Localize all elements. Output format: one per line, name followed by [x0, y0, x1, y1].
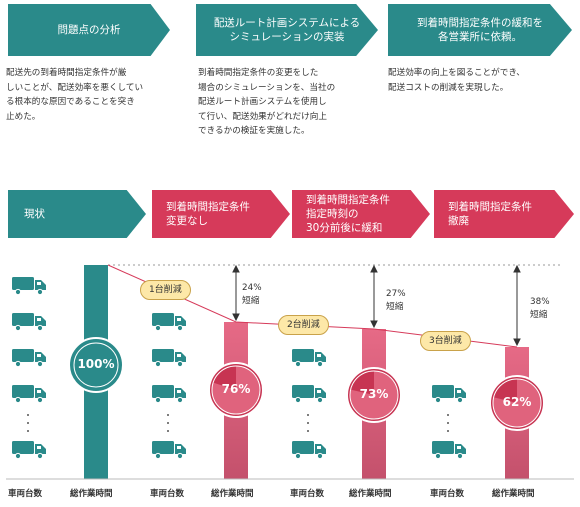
step-request-title: 到着時間指定条件の緩和を 各営業所に依頼。: [417, 17, 543, 43]
circle-relaxed: [346, 367, 402, 423]
percent-relaxed: 73%: [359, 387, 389, 401]
step-request-desc: 配送効率の向上を図ることができ、 配送コストの削減を実現した。: [388, 68, 525, 93]
vehicle-reduction-badge: 3台削減: [420, 331, 471, 351]
step-simulation-arrow: 配送ルート計画システムによる シミュレーションの実装: [196, 4, 378, 56]
percent-abolished: 62%: [502, 395, 532, 409]
percent-current: 100%: [77, 357, 115, 371]
truck-icon: [431, 384, 467, 460]
vehicle-reduction-badge: 2台削減: [278, 315, 329, 335]
shortening-label: 27% 短縮: [386, 289, 406, 312]
axis-vehicles-label: 車両台数: [150, 489, 185, 499]
scenario-unchanged-label: 到着時間指定条件 変更なし: [166, 201, 250, 227]
axis-worktime-label: 総作業時間: [492, 489, 535, 499]
scenario-abolished-label: 到着時間指定条件 撤廃: [448, 201, 532, 227]
axis-worktime-label: 総作業時間: [349, 489, 392, 499]
scenario-relaxed-label: 到着時間指定条件 指定時刻の 30分前後に緩和: [306, 194, 390, 234]
step-analysis-arrow: 問題点の分析: [8, 4, 170, 56]
scenario-abolished-arrow: 到着時間指定条件 撤廃: [434, 190, 574, 238]
axis-vehicles-label: 車両台数: [8, 489, 43, 499]
step-analysis-desc: 配送先の到着時間指定条件が厳 しいことが、配送効率を悪くしてい る根本的な原因で…: [6, 68, 144, 122]
circle-abolished: [489, 375, 545, 431]
axis-vehicles-label: 車両台数: [430, 489, 465, 499]
axis-vehicles-label: 車両台数: [290, 489, 325, 499]
step-analysis-title: 問題点の分析: [57, 24, 121, 36]
truck-icon: [151, 312, 187, 460]
percent-unchanged: 76%: [221, 382, 251, 396]
truck-icon: [11, 276, 47, 460]
axis-worktime-label: 総作業時間: [70, 489, 113, 499]
scenario-current-arrow: 現状: [8, 190, 146, 238]
scenario-relaxed-arrow: 到着時間指定条件 指定時刻の 30分前後に緩和: [292, 190, 430, 238]
axis-worktime-label: 総作業時間: [211, 489, 254, 499]
scenario-unchanged-arrow: 到着時間指定条件 変更なし: [152, 190, 290, 238]
shortening-label: 24% 短縮: [242, 283, 262, 306]
scenario-current-label: 現状: [24, 208, 45, 220]
step-simulation-desc: 到着時間指定条件の変更をした 場合のシミュレーションを、当社の 配送ルート計画シ…: [198, 68, 336, 136]
shortening-label: 38% 短縮: [530, 297, 550, 320]
circle-unchanged: [208, 362, 264, 418]
vehicle-reduction-badge: 1台削減: [140, 280, 191, 300]
circle-current: [68, 337, 124, 393]
truck-icon: [291, 348, 327, 460]
step-request-arrow: 到着時間指定条件の緩和を 各営業所に依頼。: [388, 4, 572, 56]
step-simulation-title: 配送ルート計画システムによる シミュレーションの実装: [213, 17, 361, 43]
